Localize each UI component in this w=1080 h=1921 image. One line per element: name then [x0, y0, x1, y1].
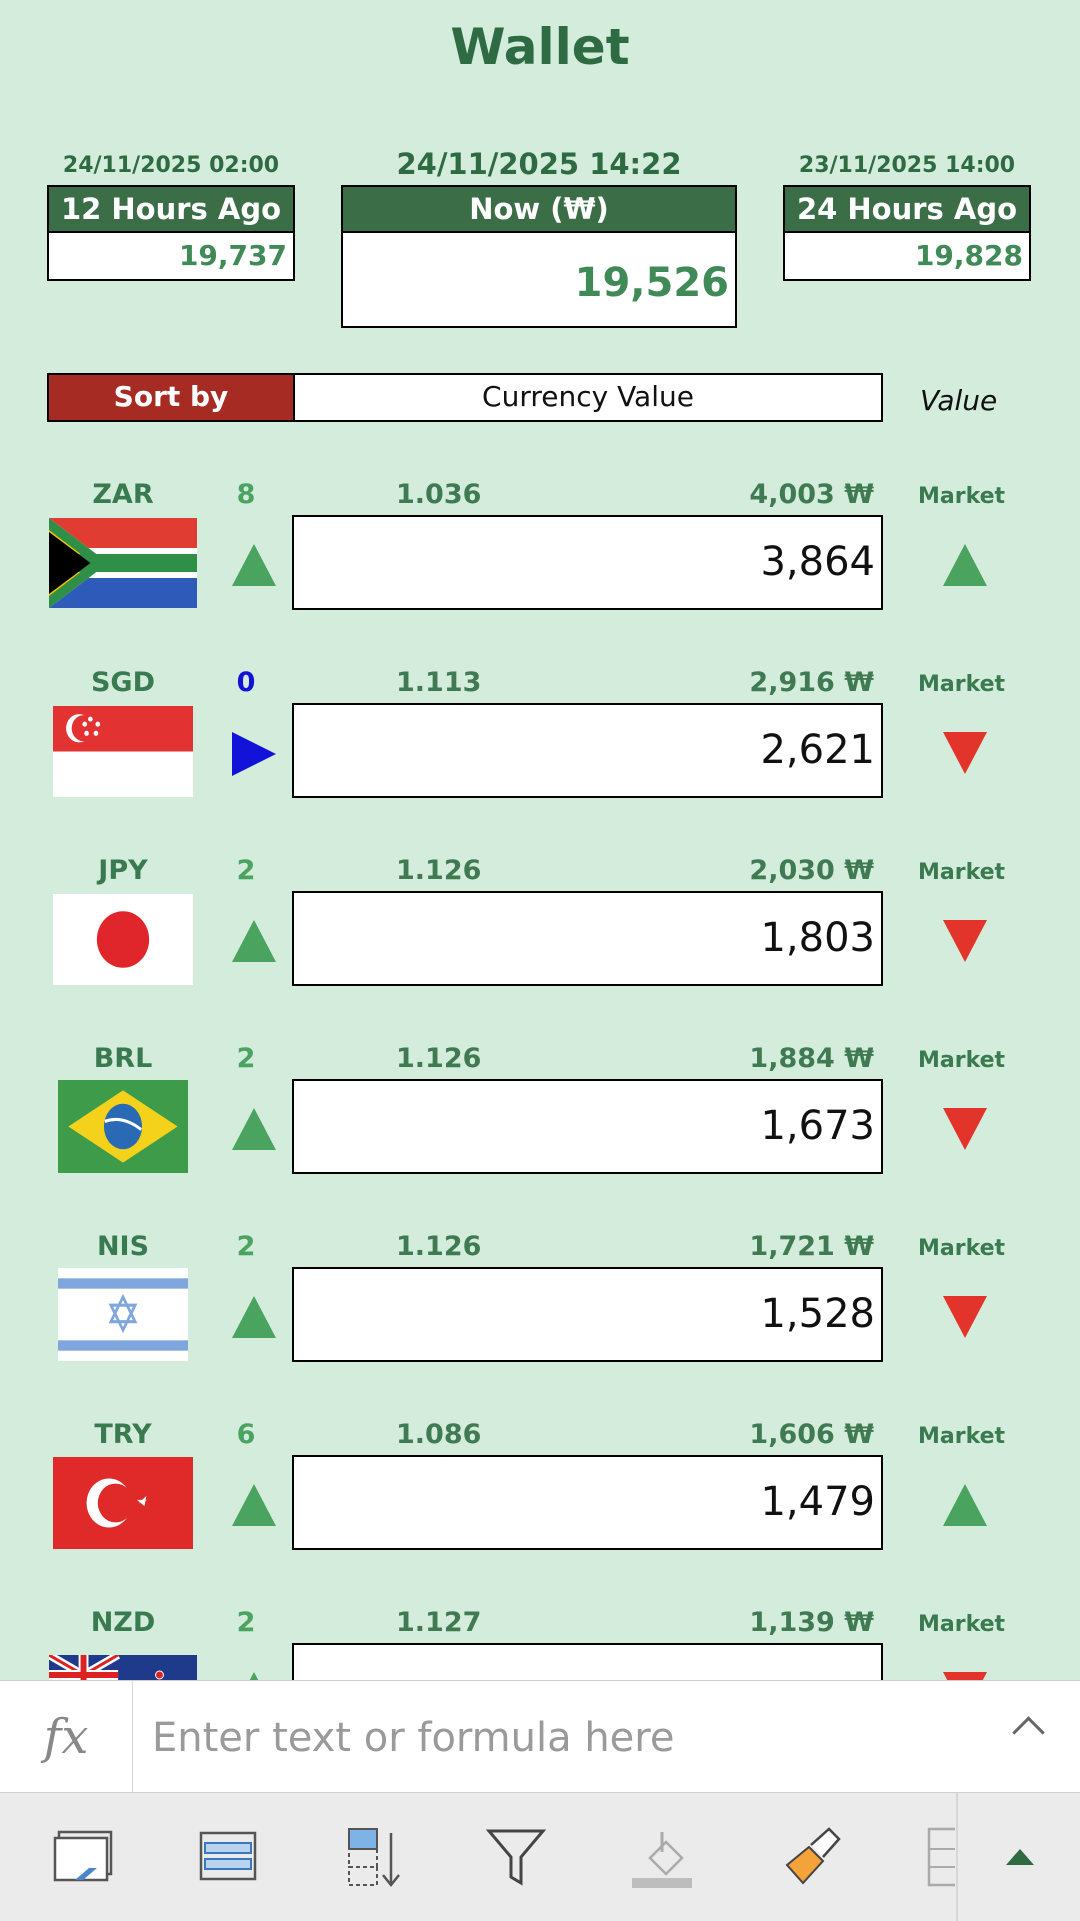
- won-value: 1,139 ₩: [749, 1607, 874, 1638]
- market-trend-down-icon: [943, 920, 987, 962]
- trend-up-icon: [232, 920, 276, 962]
- japan-flag: [53, 894, 193, 985]
- market-trend-down-icon: [943, 732, 987, 774]
- right-header-label: 24 Hours Ago: [783, 185, 1031, 233]
- brazil-flag: [58, 1080, 188, 1173]
- right-date: 23/11/2025 14:00: [798, 153, 1016, 178]
- change-count: 2: [236, 1607, 256, 1638]
- change-count: 2: [236, 1231, 256, 1262]
- table-format-icon[interactable]: [178, 1793, 278, 1921]
- change-count: 6: [236, 1419, 256, 1450]
- won-value: 1,606 ₩: [749, 1419, 874, 1450]
- right-header-value[interactable]: 19,828: [783, 231, 1031, 281]
- amount-cell[interactable]: 1,479: [292, 1455, 883, 1550]
- currency-code: NIS: [96, 1231, 150, 1262]
- won-value: 4,003 ₩: [749, 479, 874, 510]
- trend-up-icon: [232, 1484, 276, 1526]
- amount-cell[interactable]: 3,864: [292, 515, 883, 610]
- trend-up-icon: [232, 544, 276, 586]
- exchange-rate: 1.126: [396, 1043, 482, 1074]
- amount-cell[interactable]: 1,673: [292, 1079, 883, 1174]
- market-trend-up-icon: [943, 1484, 987, 1526]
- exchange-rate: 1.113: [396, 667, 482, 698]
- exchange-rate: 1.036: [396, 479, 482, 510]
- currency-code: BRL: [93, 1043, 153, 1074]
- market-trend-down-icon: [943, 1296, 987, 1338]
- won-value: 2,916 ₩: [749, 667, 874, 698]
- toolbar-divider: [956, 1793, 958, 1921]
- won-value: 1,721 ₩: [749, 1231, 874, 1262]
- trend-right-icon: [232, 732, 276, 776]
- israel-flag-image: [58, 1268, 188, 1361]
- exchange-rate: 1.086: [396, 1419, 482, 1450]
- currency-code: NZD: [90, 1607, 156, 1638]
- change-count: 0: [236, 667, 256, 698]
- turkey-flag-image: [53, 1457, 193, 1549]
- currency-code: ZAR: [92, 479, 154, 510]
- left-date: 24/11/2025 02:00: [62, 153, 280, 178]
- filter-icon[interactable]: [466, 1793, 566, 1921]
- amount-cell[interactable]: 1,528: [292, 1267, 883, 1362]
- bottom-toolbar: [0, 1792, 1080, 1921]
- turkey-flag: [53, 1457, 193, 1549]
- market-label: Market: [918, 1236, 1006, 1261]
- formula-bar: fx: [0, 1680, 1080, 1793]
- cell-styles-icon[interactable]: [900, 1793, 960, 1921]
- left-header-value[interactable]: 19,737: [47, 231, 295, 281]
- trend-up-icon: [232, 1296, 276, 1338]
- now-header-label: Now (₩): [341, 185, 737, 233]
- expand-up-icon[interactable]: [970, 1793, 1070, 1921]
- now-header-value[interactable]: 19,526: [341, 231, 737, 328]
- amount-cell[interactable]: 1,803: [292, 891, 883, 986]
- market-label: Market: [918, 672, 1006, 697]
- currency-code: JPY: [98, 855, 148, 886]
- won-value: 1,884 ₩: [749, 1043, 874, 1074]
- currency-code: SGD: [90, 667, 156, 698]
- market-label: Market: [918, 1424, 1006, 1449]
- fx-icon[interactable]: fx: [0, 1681, 133, 1793]
- now-date: 24/11/2025 14:22: [396, 147, 682, 181]
- amount-cell[interactable]: 2,621: [292, 703, 883, 798]
- sort-icon[interactable]: [322, 1793, 422, 1921]
- market-trend-down-icon: [943, 1108, 987, 1150]
- change-count: 8: [236, 479, 256, 510]
- sort-by-label: Sort by: [47, 373, 295, 422]
- brazil-flag-image: [58, 1080, 188, 1173]
- value-column-label: Value: [920, 384, 998, 417]
- currency-code: TRY: [94, 1419, 152, 1450]
- won-value: 2,030 ₩: [749, 855, 874, 886]
- japan-flag-image: [53, 894, 193, 985]
- singapore-flag-image: [53, 706, 193, 797]
- exchange-rate: 1.127: [396, 1607, 482, 1638]
- exchange-rate: 1.126: [396, 1231, 482, 1262]
- formula-input[interactable]: [150, 1705, 974, 1771]
- singapore-flag: [53, 706, 193, 797]
- fill-color-icon[interactable]: [612, 1793, 712, 1921]
- israel-flag: [58, 1268, 188, 1361]
- sort-value-dropdown[interactable]: Currency Value: [295, 373, 883, 422]
- market-label: Market: [918, 860, 1006, 885]
- market-label: Market: [918, 484, 1006, 509]
- change-count: 2: [236, 855, 256, 886]
- market-trend-up-icon: [943, 544, 987, 586]
- south-africa-flag: [49, 518, 197, 608]
- format-painter-icon[interactable]: [762, 1793, 862, 1921]
- chevron-up-icon[interactable]: [1012, 1716, 1045, 1749]
- market-label: Market: [918, 1612, 1006, 1637]
- change-count: 2: [236, 1043, 256, 1074]
- market-label: Market: [918, 1048, 1006, 1073]
- south-africa-flag-image: [49, 518, 197, 608]
- exchange-rate: 1.126: [396, 855, 482, 886]
- sheet-title: Wallet: [450, 18, 630, 76]
- left-header-label: 12 Hours Ago: [47, 185, 295, 233]
- trend-up-icon: [232, 1108, 276, 1150]
- freeze-panes-icon[interactable]: [34, 1793, 134, 1921]
